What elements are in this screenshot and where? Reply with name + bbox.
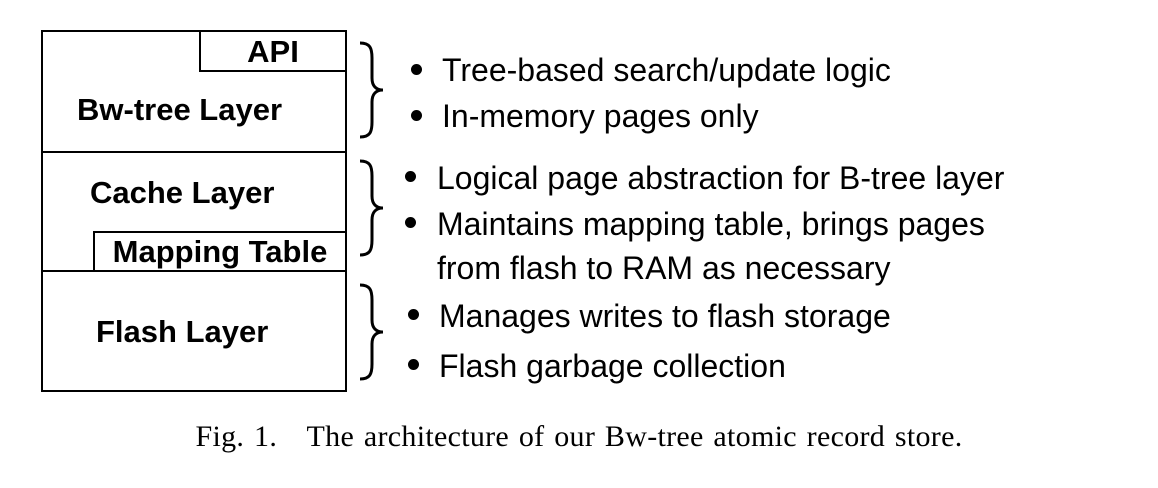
cache-brace [359,159,384,257]
bullet-dot [405,171,416,182]
flash-layer-label: Flash Layer [96,314,269,349]
bwtree-bullet-1: Tree-based search/update logic [442,52,891,88]
flash-brace [359,283,384,381]
caption-text: The architecture of our Bw-tree atomic r… [306,420,963,453]
bullet-dot [408,359,419,370]
flash-bullet-1: Manages writes to flash storage [439,298,891,334]
bwtree-brace [359,41,384,139]
api-box: API [199,30,347,72]
cache-bullet-2-cont: from flash to RAM as necessary [437,250,891,286]
bullet-dot [405,217,416,228]
cache-bullet-1: Logical page abstraction for B-tree laye… [437,160,1005,196]
caption-label: Fig. 1. [195,420,278,453]
bwtree-layer-label: Bw-tree Layer [77,92,283,127]
flash-layer-box: Flash Layer [43,272,345,390]
cache-bullet-2: Maintains mapping table, brings pages [437,206,985,242]
bullet-dot [411,64,422,75]
cache-layer-label: Cache Layer [90,175,275,210]
architecture-stack: API Bw-tree Layer Cache Layer Mapping Ta… [41,30,347,392]
flash-bullet-2: Flash garbage collection [439,348,786,384]
mapping-table-box: Mapping Table [93,231,347,272]
figure-caption: Fig. 1. The architecture of our Bw-tree … [0,420,1158,454]
bullet-dot [411,110,422,121]
bwtree-bullet-2: In-memory pages only [442,98,759,134]
bwtree-layer-box: API Bw-tree Layer [43,30,347,153]
bullet-dot [408,309,419,320]
cache-layer-box: Cache Layer Mapping Table [43,153,347,272]
